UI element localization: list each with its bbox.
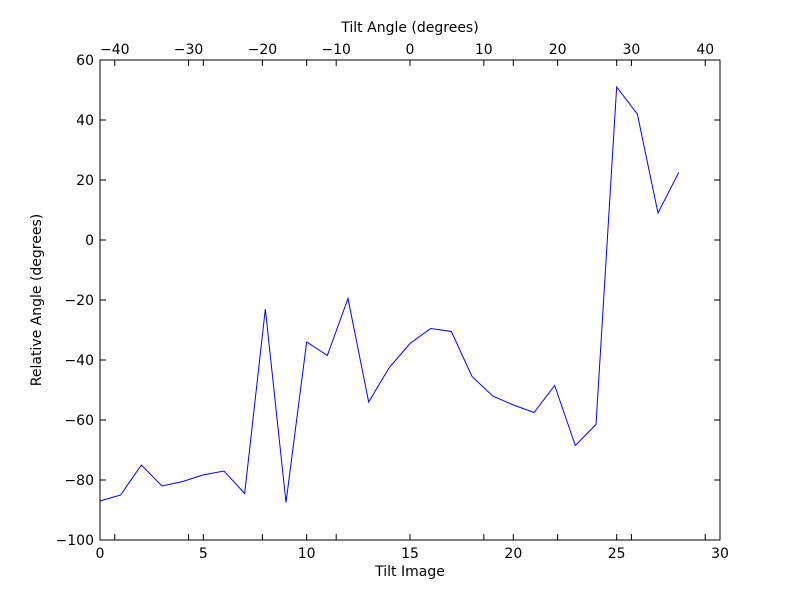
y-axis-title: Relative Angle (degrees) [29,214,45,386]
y-tick-label: −20 [64,293,94,309]
y-tick-label: 40 [76,113,94,129]
y-tick-label: −100 [56,533,94,549]
top-x-tick-label: 0 [406,42,415,58]
top-x-tick-label: −30 [174,42,204,58]
y-tick-label: 60 [76,53,94,69]
top-x-tick-label: −40 [100,42,130,58]
top-x-tick-label: −10 [321,42,351,58]
series-line [99,85,680,503]
y-tick-label: −80 [64,473,94,489]
x-tick-label: 15 [401,546,419,562]
top-x-tick-label: 10 [475,42,493,58]
plot-area [100,60,720,540]
x-tick-label: 30 [711,546,729,562]
y-tick-label: −40 [64,353,94,369]
plot-frame [99,59,721,541]
top-x-tick-label: −20 [248,42,278,58]
tick-labels: 0 5 10 15 20 25 30−40 −30 −20 −10 0 10 20 30 40−100−80… [56,42,729,562]
x-tick-label: 20 [504,546,522,562]
x-axis-title: Tilt Image [374,564,445,580]
top-x-tick-label: 20 [549,42,567,58]
y-tick-label: −60 [64,413,94,429]
top-x-tick-label: 40 [696,42,714,58]
top-x-axis-title: Tilt Angle (degrees) [340,20,478,36]
x-tick-label: 0 [96,546,105,562]
y-tick-label: 20 [76,173,94,189]
y-tick-label: 0 [85,233,94,249]
x-tick-label: 10 [298,546,316,562]
x-tick-label: 5 [199,546,208,562]
x-tick-label: 25 [608,546,626,562]
top-x-tick-label: 30 [623,42,641,58]
